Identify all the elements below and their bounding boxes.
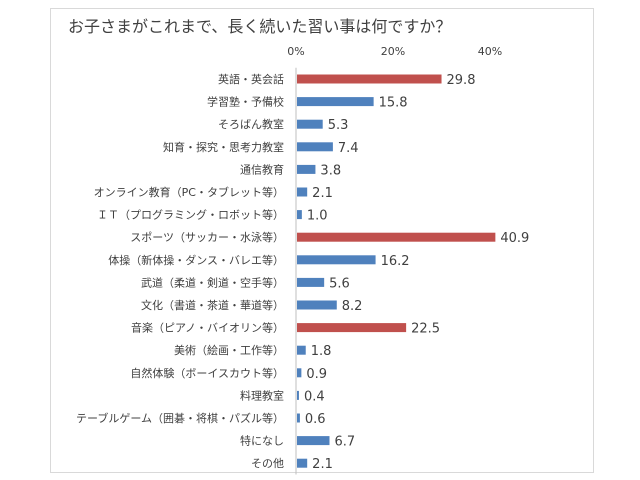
category-label: スポーツ（サッカー・水泳等） [130, 230, 284, 244]
data-label: 5.6 [329, 276, 350, 291]
bar [297, 300, 337, 310]
bar [297, 436, 330, 446]
category-label: 学習塾・予備校 [207, 95, 284, 109]
data-label: 1.0 [307, 209, 328, 224]
bar [297, 164, 316, 174]
category-label: テーブルゲーム（囲碁・将棋・パズル等） [76, 411, 284, 425]
bar [297, 119, 323, 129]
bar [297, 74, 442, 84]
bar [297, 142, 333, 152]
data-label: 6.7 [334, 435, 355, 450]
category-label: 武道（柔道・剣道・空手等） [141, 275, 284, 289]
data-label: 29.8 [447, 73, 476, 88]
data-label: 0.9 [306, 367, 327, 382]
data-label: 16.2 [381, 254, 410, 269]
x-tick-label: 20% [381, 45, 405, 58]
data-label: 2.1 [312, 186, 333, 201]
category-label: 英語・英会話 [218, 72, 284, 86]
category-label: 通信教育 [240, 162, 284, 176]
bar [297, 97, 374, 107]
bar [297, 187, 308, 197]
data-label: 22.5 [411, 322, 440, 337]
bar [297, 390, 299, 400]
x-tick-label: 0% [287, 45, 304, 58]
bar [297, 210, 302, 220]
data-label: 7.4 [338, 141, 359, 156]
category-label: そろばん教室 [218, 117, 284, 131]
category-label: 特になし [240, 434, 284, 448]
bar [297, 255, 376, 265]
x-tick-label: 40% [478, 45, 502, 58]
bar [297, 368, 302, 378]
category-label: 自然体験（ボーイスカウト等） [130, 366, 284, 380]
data-label: 2.1 [312, 457, 333, 472]
bar [297, 413, 300, 423]
bar [297, 232, 496, 242]
chart-title: お子さまがこれまで、長く続いた習い事は何ですか？ [68, 17, 452, 36]
category-label: 知育・探究・思考力教室 [163, 140, 284, 154]
category-label: 体操（新体操・ダンス・バレエ等） [108, 253, 284, 267]
data-label: 8.2 [342, 299, 363, 314]
data-label: 15.8 [379, 96, 408, 111]
category-label: 料理教室 [240, 388, 284, 402]
category-label: その他 [251, 457, 284, 470]
category-label: オンライン教育（PC・タブレット等） [94, 185, 284, 199]
bar [297, 345, 306, 355]
category-label: 音楽（ピアノ・バイオリン等） [131, 321, 284, 335]
data-label: 3.8 [320, 163, 341, 178]
category-label: 文化（書道・茶道・華道等） [141, 298, 284, 312]
data-label: 0.4 [304, 389, 325, 404]
data-label: 40.9 [500, 231, 529, 246]
bar [297, 458, 308, 468]
data-label: 5.3 [328, 118, 349, 133]
bar [297, 277, 325, 287]
category-label: 美術（絵画・工作等） [174, 343, 284, 357]
bar [297, 323, 407, 333]
data-label: 0.6 [305, 412, 326, 427]
category-label: ＩＴ（プログラミング・ロボット等） [97, 208, 284, 222]
data-label: 1.8 [311, 344, 332, 359]
